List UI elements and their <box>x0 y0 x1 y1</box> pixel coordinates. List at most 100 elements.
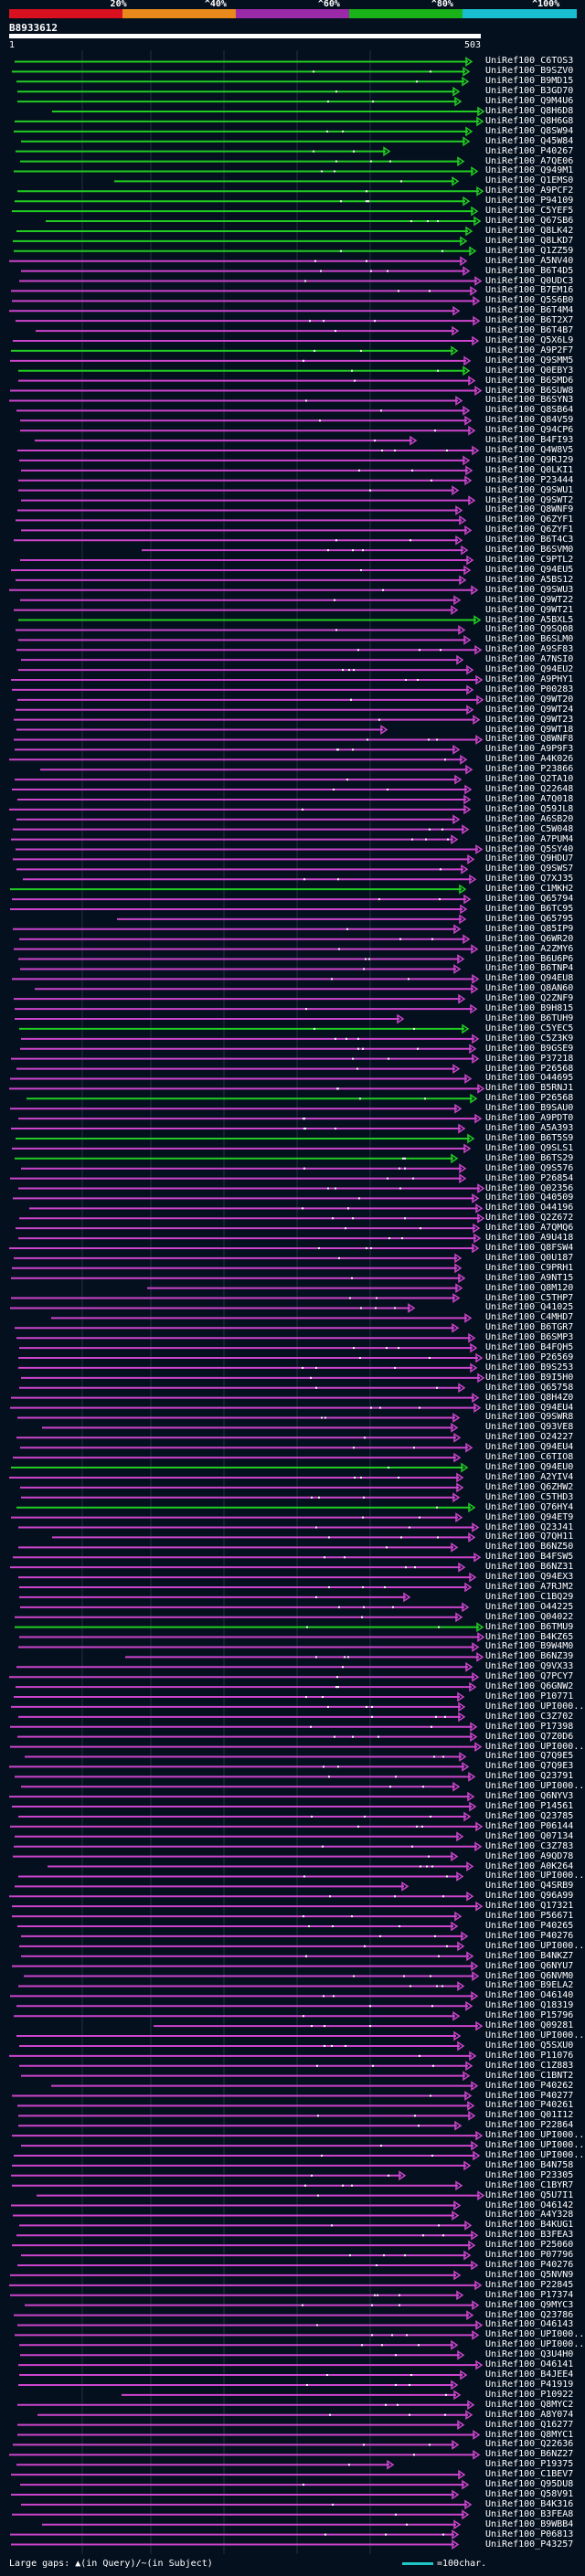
hit-label[interactable]: UniRef100_P19375 <box>485 2459 574 2470</box>
hit-label[interactable]: UniRef100_B9W4M0 <box>485 1641 574 1652</box>
hit-label[interactable]: UniRef100_C6TOS3 <box>485 56 574 67</box>
hit-label[interactable]: UniRef100_Q6ZYF1 <box>485 525 574 535</box>
hit-label[interactable]: UniRef100_P37218 <box>485 1053 574 1064</box>
hit-label[interactable]: UniRef100_P17374 <box>485 2289 574 2300</box>
hit-label[interactable]: UniRef100_B4N758 <box>485 2159 574 2170</box>
hit-label[interactable]: UniRef100_Q02356 <box>485 1182 574 1193</box>
hit-label[interactable]: UniRef100_P94109 <box>485 196 574 207</box>
hit-label[interactable]: UniRef100_Q6NVM0 <box>485 1970 574 1981</box>
hit-label[interactable]: UniRef100_Q17321 <box>485 1901 574 1912</box>
hit-label[interactable]: UniRef100_Q9S576 <box>485 1162 574 1173</box>
hit-label[interactable]: UniRef100_P07796 <box>485 2250 574 2261</box>
hit-label[interactable]: UniRef100_Q18319 <box>485 2000 574 2011</box>
hit-label[interactable]: UniRef100_B9I5H0 <box>485 1372 574 1383</box>
hit-label[interactable]: UniRef100_A7NSI0 <box>485 654 574 665</box>
hit-label[interactable]: UniRef100_Q9SWU1 <box>485 484 574 495</box>
hit-label[interactable]: UniRef100_B6T4M4 <box>485 305 574 316</box>
hit-label[interactable]: UniRef100_UPI000... <box>485 1781 585 1792</box>
hit-label[interactable]: UniRef100_B4FSW5 <box>485 1552 574 1563</box>
hit-label[interactable]: UniRef100_Q5S6B0 <box>485 295 574 306</box>
hit-label[interactable]: UniRef100_Q65758 <box>485 1382 574 1393</box>
hit-label[interactable]: UniRef100_UPI000... <box>485 2030 585 2041</box>
hit-label[interactable]: UniRef100_Q9M4U6 <box>485 96 574 107</box>
hit-label[interactable]: UniRef100_Q9WT18 <box>485 724 574 735</box>
hit-label[interactable]: UniRef100_Q94EU8 <box>485 973 574 984</box>
hit-label[interactable]: UniRef100_P40276 <box>485 2260 574 2270</box>
hit-label[interactable]: UniRef100_Q58V91 <box>485 2488 574 2499</box>
hit-label[interactable]: UniRef100_Q8LKD7 <box>485 235 574 246</box>
hit-label[interactable]: UniRef100_B6T5S9 <box>485 1132 574 1143</box>
hit-label[interactable]: UniRef100_A8Y074 <box>485 2409 574 2420</box>
hit-label[interactable]: UniRef100_B9SZV0 <box>485 66 574 77</box>
hit-label[interactable]: UniRef100_B6NZ39 <box>485 1651 574 1662</box>
hit-label[interactable]: UniRef100_Q9SMM5 <box>485 355 574 366</box>
hit-label[interactable]: UniRef100_O44695 <box>485 1073 574 1084</box>
hit-label[interactable]: UniRef100_Q7XJ35 <box>485 874 574 885</box>
hit-label[interactable]: UniRef100_P17398 <box>485 1721 574 1732</box>
hit-label[interactable]: UniRef100_Q94EU2 <box>485 664 574 675</box>
hit-label[interactable]: UniRef100_A9P2F7 <box>485 345 574 355</box>
hit-label[interactable]: UniRef100_B6NZ50 <box>485 1542 574 1553</box>
hit-label[interactable]: UniRef100_A5A393 <box>485 1123 574 1134</box>
hit-label[interactable]: UniRef100_Q23786 <box>485 2309 574 2320</box>
hit-label[interactable]: UniRef100_A9NT15 <box>485 1272 574 1283</box>
hit-label[interactable]: UniRef100_P26854 <box>485 1172 574 1183</box>
hit-label[interactable]: UniRef100_P10771 <box>485 1691 574 1702</box>
hit-label[interactable]: UniRef100_Q9VX33 <box>485 1661 574 1672</box>
hit-label[interactable]: UniRef100_Q8H6D8 <box>485 106 574 117</box>
hit-label[interactable]: UniRef100_A5BXL5 <box>485 614 574 625</box>
hit-label[interactable]: UniRef100_Q0U187 <box>485 1252 574 1263</box>
hit-label[interactable]: UniRef100_P26568 <box>485 1093 574 1104</box>
hit-label[interactable]: UniRef100_P26569 <box>485 1352 574 1363</box>
hit-label[interactable]: UniRef100_A9PCF2 <box>485 186 574 196</box>
hit-label[interactable]: UniRef100_C5W048 <box>485 823 574 834</box>
hit-label[interactable]: UniRef100_P06144 <box>485 1820 574 1831</box>
hit-label[interactable]: UniRef100_P23444 <box>485 474 574 485</box>
hit-label[interactable]: UniRef100_Q7Q9E3 <box>485 1761 574 1772</box>
hit-label[interactable]: UniRef100_A7Q018 <box>485 793 574 804</box>
hit-label[interactable]: UniRef100_Q6ZYF1 <box>485 514 574 525</box>
hit-label[interactable]: UniRef100_Q95DU8 <box>485 2479 574 2490</box>
hit-label[interactable]: UniRef100_Q85IP9 <box>485 923 574 934</box>
hit-label[interactable]: UniRef100_Q8M120 <box>485 1282 574 1293</box>
hit-label[interactable]: UniRef100_Q8MYC1 <box>485 2429 574 2440</box>
hit-label[interactable]: UniRef100_Q8SB64 <box>485 405 574 416</box>
hit-label[interactable]: UniRef100_B6U6P6 <box>485 953 574 964</box>
hit-label[interactable]: UniRef100_Q949M1 <box>485 165 574 176</box>
hit-label[interactable]: UniRef100_A0K264 <box>485 1860 574 1871</box>
hit-label[interactable]: UniRef100_Q6GNW2 <box>485 1681 574 1692</box>
hit-label[interactable]: UniRef100_UPI000... <box>485 2130 585 2141</box>
hit-label[interactable]: UniRef100_P11076 <box>485 2050 574 2061</box>
hit-label[interactable]: UniRef100_A9PDT0 <box>485 1113 574 1124</box>
hit-label[interactable]: UniRef100_Q9WT21 <box>485 604 574 615</box>
hit-label[interactable]: UniRef100_P40276 <box>485 1930 574 1941</box>
hit-label[interactable]: UniRef100_P40267 <box>485 145 574 156</box>
hit-label[interactable]: UniRef100_Q5SY40 <box>485 843 574 854</box>
hit-label[interactable]: UniRef100_P56671 <box>485 1911 574 1922</box>
hit-label[interactable]: UniRef100_B6NZ31 <box>485 1562 574 1573</box>
hit-label[interactable]: UniRef100_A7QE06 <box>485 155 574 166</box>
hit-label[interactable]: UniRef100_Q5NVN9 <box>485 2269 574 2280</box>
hit-label[interactable]: UniRef100_A5BS12 <box>485 574 574 585</box>
hit-label[interactable]: UniRef100_B6T4B7 <box>485 325 574 336</box>
hit-label[interactable]: UniRef100_Q6NYU7 <box>485 1960 574 1971</box>
hit-label[interactable]: UniRef100_Q65795 <box>485 913 574 924</box>
hit-label[interactable]: UniRef100_B6T4C3 <box>485 535 574 546</box>
hit-label[interactable]: UniRef100_Q9RJ29 <box>485 454 574 465</box>
hit-label[interactable]: UniRef100_UPI000... <box>485 2329 585 2340</box>
hit-label[interactable]: UniRef100_P10922 <box>485 2389 574 2400</box>
hit-label[interactable]: UniRef100_O46141 <box>485 2359 574 2370</box>
hit-label[interactable]: UniRef100_Q94CP6 <box>485 425 574 436</box>
hit-label[interactable]: UniRef100_Q0LKI1 <box>485 464 574 475</box>
hit-label[interactable]: UniRef100_Q8AN60 <box>485 983 574 994</box>
hit-label[interactable]: UniRef100_B6TGR7 <box>485 1322 574 1333</box>
hit-label[interactable]: UniRef100_Q1EMS0 <box>485 175 574 186</box>
hit-label[interactable]: UniRef100_Q01I12 <box>485 2110 574 2121</box>
hit-label[interactable]: UniRef100_UPI000... <box>485 2339 585 2350</box>
hit-label[interactable]: UniRef100_Q0EBY3 <box>485 365 574 376</box>
hit-label[interactable]: UniRef100_Q9MYC3 <box>485 2299 574 2310</box>
hit-label[interactable]: UniRef100_Q94EU4 <box>485 1402 574 1413</box>
hit-label[interactable]: UniRef100_Q5X6L9 <box>485 334 574 345</box>
hit-label[interactable]: UniRef100_P23305 <box>485 2169 574 2180</box>
hit-label[interactable]: UniRef100_A2YIV4 <box>485 1471 574 1482</box>
